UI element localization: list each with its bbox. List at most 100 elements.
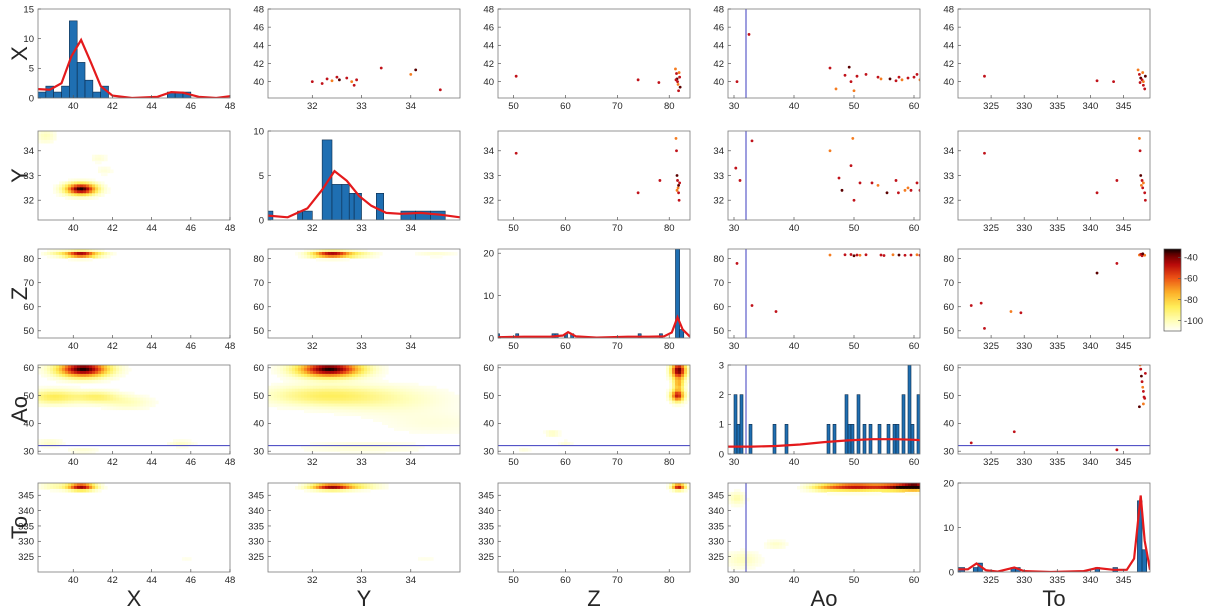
x-tick-label: 50: [508, 575, 519, 586]
density-cell: [373, 445, 377, 449]
y-tick-label: 48: [483, 4, 494, 15]
density-cell: [62, 251, 66, 256]
x-tick-label: 335: [1049, 575, 1065, 586]
density-cell: [343, 370, 347, 375]
density-cell: [68, 257, 72, 262]
scatter-point: [636, 78, 640, 82]
density-cell: [418, 403, 422, 408]
density-cell: [101, 154, 105, 159]
density-cell: [292, 394, 296, 399]
histogram-bar: [972, 567, 979, 572]
density-cell: [289, 385, 293, 390]
density-cell: [442, 421, 446, 425]
density-cell: [271, 403, 275, 408]
density-cell: [268, 397, 272, 402]
density-cell: [439, 388, 443, 393]
density-cell: [908, 485, 912, 490]
density-cell: [728, 497, 732, 502]
density-cell: [298, 403, 302, 408]
density-cell: [878, 483, 882, 487]
density-cell: [370, 397, 374, 402]
density-cell: [310, 406, 314, 411]
density-cell: [669, 365, 673, 369]
density-cell: [74, 254, 78, 259]
density-cell: [92, 181, 96, 185]
y-tick-label: 60: [23, 302, 34, 313]
density-cell: [782, 542, 786, 546]
density-cell: [337, 376, 341, 381]
density-cell: [113, 373, 117, 378]
density-cell: [74, 388, 78, 393]
density-cell: [457, 430, 460, 434]
density-cell: [827, 491, 831, 496]
density-cell: [41, 365, 45, 369]
density-cell: [313, 365, 317, 369]
density-cell: [355, 412, 359, 417]
density-cell: [325, 448, 329, 452]
density-cell: [376, 451, 380, 454]
density-cell: [104, 251, 108, 256]
density-cell: [295, 385, 299, 390]
panel-background: [728, 249, 920, 338]
density-cell: [400, 394, 404, 399]
density-cell: [385, 400, 389, 405]
density-cell: [675, 397, 679, 402]
density-cell: [675, 391, 679, 396]
density-cell: [59, 193, 63, 197]
density-cell: [385, 406, 389, 411]
density-cell: [337, 388, 341, 393]
density-cell: [427, 400, 431, 405]
density-cell: [283, 406, 287, 411]
density-cell: [334, 445, 338, 449]
density-cell: [298, 385, 302, 390]
density-cell: [110, 400, 114, 405]
density-cell: [379, 388, 383, 393]
density-cell: [349, 451, 353, 454]
scatter-point: [915, 253, 919, 257]
density-cell: [436, 254, 440, 259]
density-cell: [424, 388, 428, 393]
density-cell: [89, 394, 93, 399]
density-cell: [436, 403, 440, 408]
density-cell: [268, 385, 272, 390]
scatter-point: [1138, 137, 1141, 140]
density-cell: [672, 385, 676, 390]
density-cell: [328, 367, 332, 372]
density-cell: [681, 485, 685, 490]
density-cell: [68, 193, 72, 197]
density-cell: [44, 442, 48, 446]
density-cell: [50, 385, 54, 390]
density-cell: [675, 370, 679, 375]
density-cell: [292, 367, 296, 372]
panel-frame: [957, 248, 1151, 339]
density-cell: [364, 251, 368, 256]
density-cell: [731, 563, 735, 567]
scatter-point: [843, 253, 847, 257]
density-cell: [403, 397, 407, 402]
histogram-bar: [748, 424, 753, 454]
density-cell: [316, 249, 320, 253]
density-cell: [355, 397, 359, 402]
density-cell: [328, 254, 332, 259]
density-cell: [292, 373, 296, 378]
density-cell: [364, 385, 368, 390]
density-cell: [367, 394, 371, 399]
scatter-point: [847, 65, 851, 69]
density-cell: [684, 379, 688, 384]
density-cell: [298, 382, 302, 387]
scatter-point: [876, 75, 880, 79]
density-cell: [857, 491, 861, 496]
density-cell: [62, 367, 66, 372]
colorbar-segment: [1164, 314, 1181, 317]
density-cell: [684, 373, 688, 378]
colorbar-tick-label: -100: [1184, 316, 1203, 327]
panel-background: [958, 9, 1150, 98]
density-cell: [370, 388, 374, 393]
x-tick-label: 44: [146, 341, 157, 352]
density-cell: [331, 373, 335, 378]
density-cell: [340, 397, 344, 402]
density-cell: [367, 406, 371, 411]
density-cell: [364, 391, 368, 396]
density-cell: [59, 249, 63, 253]
density-cell: [382, 370, 386, 375]
